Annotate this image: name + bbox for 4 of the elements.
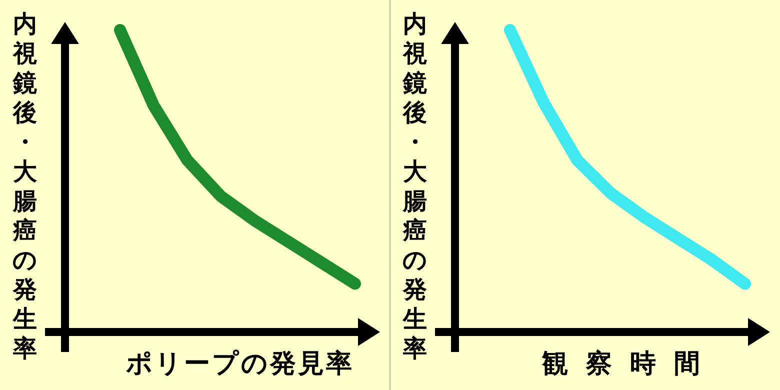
x-axis-title: 観察時間 (541, 349, 718, 379)
x-axis-title: ポリープの発見率 (125, 349, 354, 379)
text: 内視鏡後・大腸癌の発生率 (12, 10, 38, 362)
text: 内視鏡後・大腸癌の発生率 (402, 10, 428, 362)
